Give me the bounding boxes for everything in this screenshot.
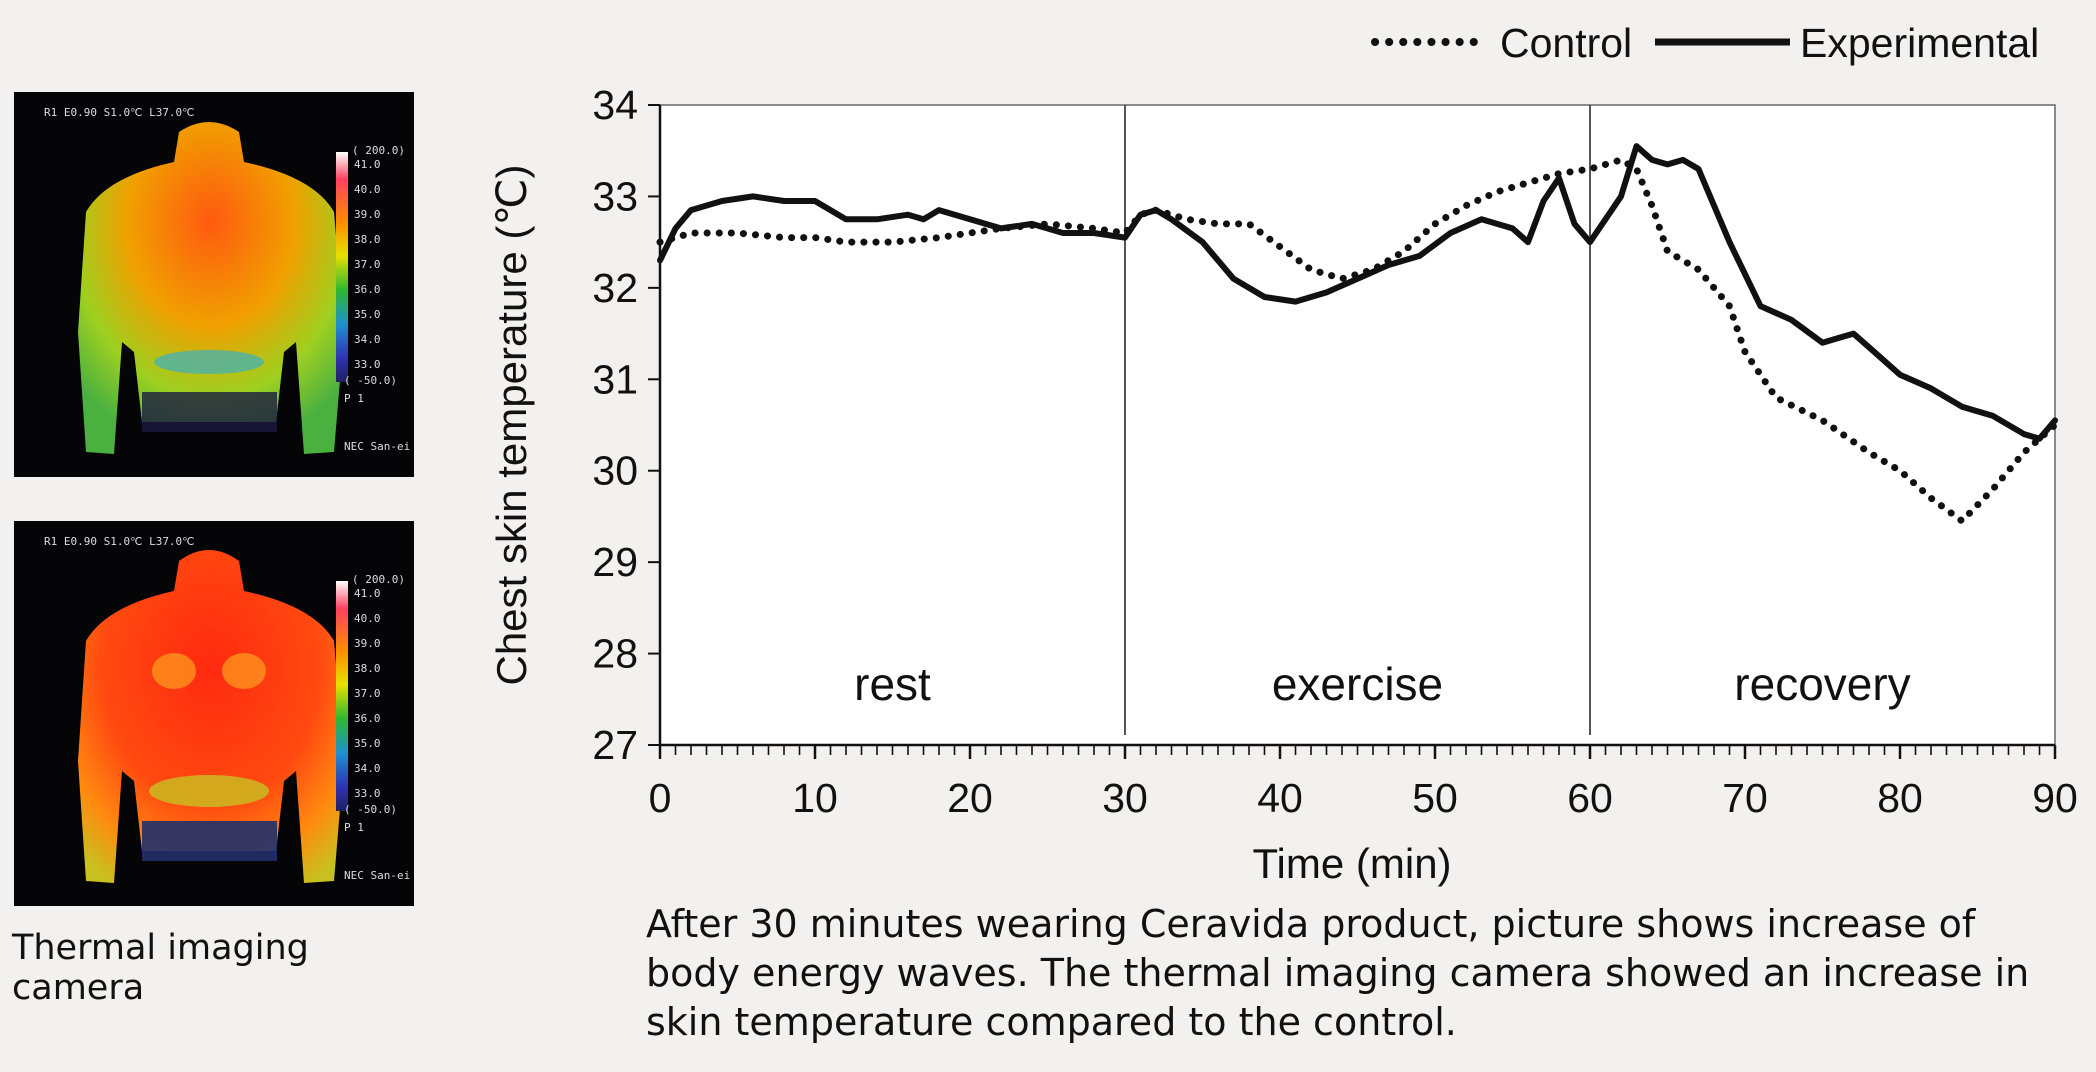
scale-value: 37.0	[354, 687, 381, 700]
scale-value: 41.0	[354, 158, 381, 171]
x-tick-label: 40	[1257, 775, 1303, 821]
scale-value: 35.0	[354, 308, 381, 321]
thermal-scale-bottom: ( -50.0)	[344, 374, 397, 387]
thermal-scale-values: 41.0 40.0 39.0 38.0 37.0 36.0 35.0 34.0 …	[354, 158, 381, 371]
y-tick-label: 29	[592, 539, 638, 585]
x-tick-label: 80	[1877, 775, 1923, 821]
scale-value: 36.0	[354, 283, 381, 296]
scale-value: 35.0	[354, 737, 381, 750]
thermal-image-after-svg: R1 E0.90 S1.0℃ L37.0℃ ( 200.0) 41.0 40.0…	[44, 535, 410, 883]
thermal-scale-top: ( 200.0)	[352, 573, 405, 586]
scale-value: 41.0	[354, 587, 381, 600]
series-line-experimental	[657, 143, 2058, 442]
x-tick-label: 60	[1567, 775, 1613, 821]
legend-label-control: Control	[1500, 20, 1632, 66]
thermal-scale-values: 41.0 40.0 39.0 38.0 37.0 36.0 35.0 34.0 …	[354, 587, 381, 800]
scale-value: 34.0	[354, 333, 381, 346]
thermal-image-before: R1 E0.90 S1.0℃ L37.0℃ ( 200.0) 41.0 40.0…	[14, 92, 414, 477]
y-tick-label: 28	[592, 631, 638, 677]
thermal-image-after: R1 E0.90 S1.0℃ L37.0℃ ( 200.0) 41.0 40.0…	[14, 521, 414, 906]
thermal-header: R1 E0.90 S1.0℃ L37.0℃	[44, 535, 195, 548]
y-tick-label: 27	[592, 722, 638, 768]
scale-value: 40.0	[354, 612, 381, 625]
scale-value: 34.0	[354, 762, 381, 775]
y-tick-label: 30	[592, 448, 638, 494]
y-tick-label: 32	[592, 265, 638, 311]
scale-value: 38.0	[354, 662, 381, 675]
phase-label-rest: rest	[854, 658, 931, 710]
thermal-p-label: P 1	[344, 392, 364, 405]
phase-label-recovery: recovery	[1734, 658, 1910, 710]
thermal-image-before-svg: R1 E0.90 S1.0℃ L37.0℃ ( 200.0) 41.0 40.0…	[44, 106, 410, 454]
scale-value: 39.0	[354, 637, 381, 650]
x-tick-label: 30	[1102, 775, 1148, 821]
temperature-chart: rest exercise recovery 27 28 29 30 31 32 33 34 0 10 2…	[488, 20, 2078, 887]
scale-value: 33.0	[354, 358, 381, 371]
plot-area	[659, 104, 2056, 746]
x-tick-label: 20	[947, 775, 993, 821]
x-tick-label: 50	[1412, 775, 1458, 821]
thermal-scale-top: ( 200.0)	[352, 144, 405, 157]
scale-value: 36.0	[354, 712, 381, 725]
scale-value: 40.0	[354, 183, 381, 196]
thermal-footer: NEC San-ei	[344, 440, 410, 453]
thermal-caption: Thermal imaging camera	[12, 928, 309, 1008]
thermal-p-label: P 1	[344, 821, 364, 834]
legend-label-experimental: Experimental	[1800, 20, 2039, 66]
scale-value: 39.0	[354, 208, 381, 221]
scale-value: 37.0	[354, 258, 381, 271]
thermal-footer: NEC San-ei	[344, 869, 410, 882]
y-tick-label: 34	[592, 82, 638, 128]
scale-value: 38.0	[354, 233, 381, 246]
y-tick-label: 31	[592, 356, 638, 402]
thermal-scale-bottom: ( -50.0)	[344, 803, 397, 816]
y-tick-label: 33	[592, 173, 638, 219]
thermal-header: R1 E0.90 S1.0℃ L37.0℃	[44, 106, 195, 119]
x-tick-label: 10	[792, 775, 838, 821]
phase-label-exercise: exercise	[1272, 658, 1443, 710]
y-axis-title: Chest skin temperature (℃)	[488, 164, 535, 685]
series-line-control	[656, 156, 2059, 525]
x-tick-label: 0	[649, 775, 672, 821]
x-tick-label: 70	[1722, 775, 1768, 821]
x-axis-title: Time (min)	[1252, 840, 1451, 887]
scale-value: 33.0	[354, 787, 381, 800]
figure-caption: After 30 minutes wearing Ceravida produc…	[646, 902, 2030, 1044]
x-tick-label: 90	[2032, 775, 2078, 821]
